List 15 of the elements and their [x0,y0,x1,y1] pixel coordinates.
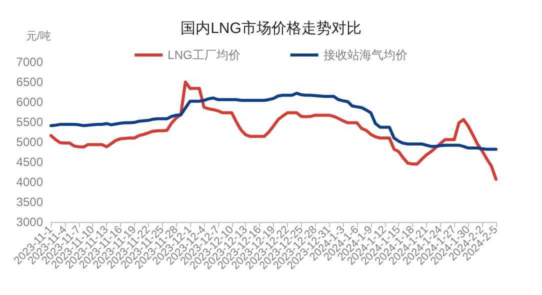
y-tick-label: 6500 [16,75,44,89]
y-tick-label: 7000 [16,55,44,69]
line-series [50,92,498,151]
legend-label: 接收站海气均价 [323,48,408,62]
y-tick-label: 4000 [16,175,44,189]
y-tick-label: 6000 [16,95,44,109]
y-tick-label: 3500 [16,195,44,209]
y-tick-label: 5000 [16,135,44,149]
chart-title: 国内LNG市场价格走势对比 [180,20,362,37]
y-tick-label: 5500 [16,115,44,129]
y-tick-label: 3000 [16,215,44,229]
legend-label: LNG工厂均价 [168,48,240,62]
y-axis-title: 元/吨 [26,30,51,42]
y-tick-label: 4500 [16,155,44,169]
line-series [50,80,498,181]
